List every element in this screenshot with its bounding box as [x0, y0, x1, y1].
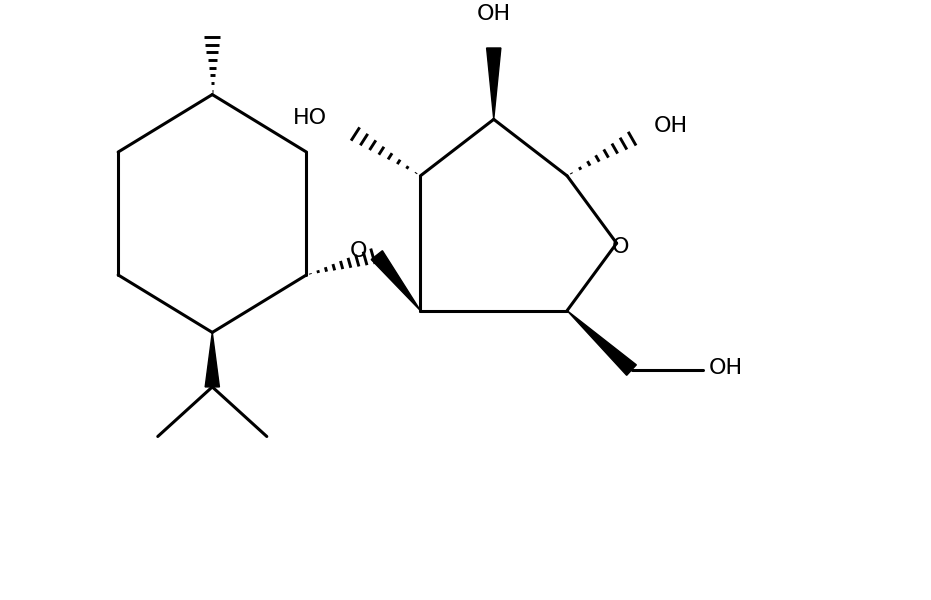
Polygon shape [487, 48, 501, 119]
Polygon shape [205, 332, 220, 387]
Text: O: O [350, 241, 368, 261]
Text: OH: OH [477, 4, 511, 24]
Polygon shape [371, 251, 421, 311]
Text: OH: OH [708, 358, 743, 378]
Polygon shape [567, 311, 637, 376]
Text: OH: OH [654, 116, 687, 136]
Text: O: O [612, 237, 629, 257]
Text: HO: HO [293, 109, 328, 128]
